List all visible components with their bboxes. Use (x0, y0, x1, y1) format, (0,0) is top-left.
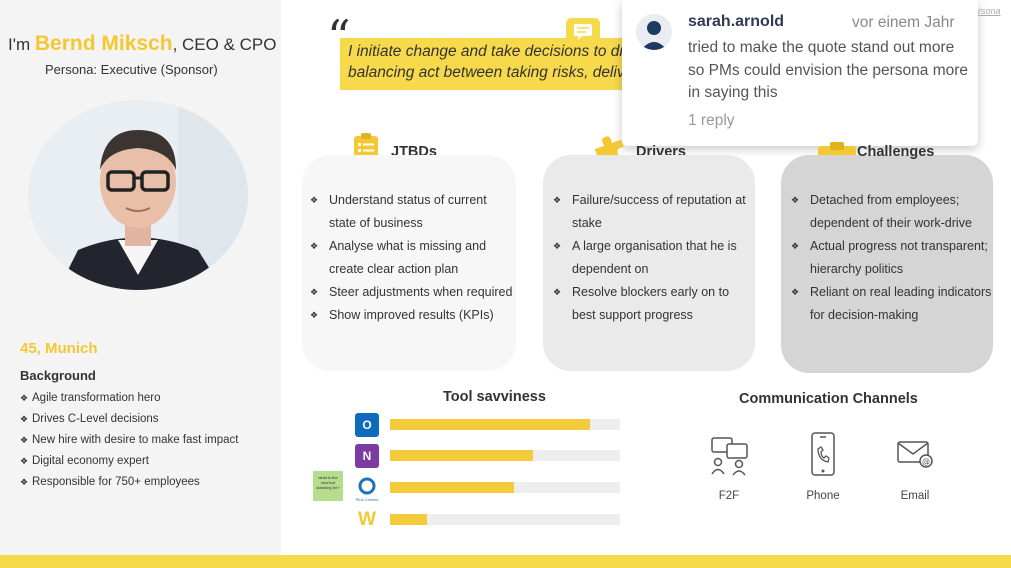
tool-bar-fill (390, 450, 533, 461)
list-item: ❖ A large organisation that he is depende… (553, 235, 755, 281)
tool-bar-fill (390, 482, 515, 493)
channel-label: F2F (718, 490, 740, 502)
jtbd-list: ❖ Understand status of current state of b… (310, 189, 516, 327)
corner-link[interactable]: rsona (978, 6, 1001, 16)
list-item: ❖ New hire with desire to make fast impac… (20, 434, 239, 446)
diamond-bullet-icon: ❖ (20, 456, 29, 466)
tool-bar-track (390, 450, 620, 461)
user-avatar-icon (636, 14, 672, 50)
list-item: ❖ Reliant on real leading indicators for … (791, 281, 993, 327)
channel-label: Phone (806, 490, 840, 502)
jtbd-card: ❖ Understand status of current state of b… (302, 155, 516, 371)
list-item: ❖ Digital economy expert (20, 455, 149, 467)
persona-subtitle: Persona: Executive (Sponsor) (45, 62, 218, 77)
comment-icon (574, 24, 592, 40)
background-title: Background (20, 368, 96, 383)
persona-name: Bernd Miksch (34, 32, 173, 55)
outlook-icon: O (355, 413, 379, 437)
comment-marker-button[interactable] (566, 18, 600, 46)
drivers-list: ❖ Failure/success of reputation at stake … (553, 189, 755, 327)
persona-quote: I initiate change and take decisions to … (340, 38, 640, 90)
drivers-card: ❖ Failure/success of reputation at stake … (543, 155, 755, 371)
diamond-bullet-icon: ❖ (553, 195, 562, 205)
persona-age-location: 45, Munich (20, 340, 98, 357)
comment-reply-link[interactable]: 1 reply (688, 112, 735, 129)
diamond-bullet-icon: ❖ (20, 414, 29, 424)
diamond-bullet-icon: ❖ (310, 287, 319, 297)
list-item: ❖ Detached from employees; dependent of t… (791, 189, 993, 235)
svg-text:@: @ (922, 457, 930, 466)
persona-panel: I'm Bernd Miksch, CEO & CPO Persona: Exe… (0, 0, 281, 555)
diamond-bullet-icon: ❖ (310, 310, 319, 320)
diamond-bullet-icon: ❖ (20, 477, 29, 487)
comment-text: tried to make the quote stand out more s… (688, 39, 969, 101)
footer-accent-bar (0, 555, 1011, 568)
communication-title: Communication Channels (739, 391, 918, 407)
tool-bar-track (390, 514, 620, 525)
sticky-note[interactable]: what is the shortcut standing for? (313, 471, 343, 501)
comment-username[interactable]: sarah.arnold (688, 13, 785, 30)
list-item: ❖ Actual progress not transparent; hierar… (791, 235, 993, 281)
persona-role: , CEO & CPO (172, 35, 277, 54)
tool-bar-track (390, 419, 620, 430)
diamond-bullet-icon: ❖ (20, 435, 29, 445)
diamond-bullet-icon: ❖ (310, 195, 319, 205)
persona-prefix: I'm (8, 35, 35, 54)
channel-email: @ Email (880, 432, 950, 502)
quote-line-2: balancing act between taking risks, deli… (348, 64, 625, 81)
tool-savviness-title: Tool savviness (443, 389, 546, 405)
list-item: ❖ Responsible for 750+ employees (20, 476, 200, 488)
channel-label: Email (900, 490, 930, 502)
diamond-bullet-icon: ❖ (791, 287, 800, 297)
channel-f2f: F2F (694, 432, 764, 502)
background-list: ❖ Agile transformation hero ❖ Drives C-Lev… (20, 390, 238, 495)
comment-timestamp: vor einem Jahr (852, 14, 955, 31)
phone-icon (811, 432, 835, 476)
circle-app-icon (355, 476, 379, 500)
list-item: ❖ Failure/success of reputation at stake (553, 189, 755, 235)
commenter-avatar (636, 14, 672, 50)
quote-line-1: I initiate change and take decisions to … (348, 43, 625, 60)
challenges-title: Challenges (857, 144, 935, 160)
diamond-bullet-icon: ❖ (553, 287, 562, 297)
tool-bar-track (390, 482, 620, 493)
list-item: ❖ Resolve blockers early on to best suppo… (553, 281, 755, 327)
persona-heading: I'm Bernd Miksch, CEO & CPO (8, 32, 276, 56)
list-item: ❖ Steer adjustments when required (310, 281, 516, 304)
miro-w-icon: W (358, 509, 376, 530)
email-icon: @ (897, 441, 933, 468)
channel-phone: Phone (788, 432, 858, 502)
challenges-card: ❖ Detached from employees; dependent of t… (781, 155, 993, 373)
diamond-bullet-icon: ❖ (20, 393, 29, 403)
tool-bar-fill (390, 514, 427, 525)
persona-avatar (28, 100, 248, 290)
list-item: ❖ Show improved results (KPIs) (310, 304, 516, 327)
challenges-list: ❖ Detached from employees; dependent of t… (791, 189, 993, 327)
comment-popup[interactable]: sarah.arnold vor einem Jahr tried to mak… (622, 0, 978, 146)
list-item: ❖ Drives C-Level decisions (20, 413, 159, 425)
f2f-meeting-icon (711, 437, 748, 476)
diamond-bullet-icon: ❖ (791, 241, 800, 251)
circle-app-caption: Plus Comms (355, 497, 379, 502)
onenote-icon: N (355, 444, 379, 468)
list-item: ❖ Understand status of current state of b… (310, 189, 516, 235)
persona-photo-icon (28, 100, 248, 290)
diamond-bullet-icon: ❖ (310, 241, 319, 251)
diamond-bullet-icon: ❖ (553, 241, 562, 251)
list-item: ❖ Analyse what is missing and create clea… (310, 235, 516, 281)
tool-bar-fill (390, 419, 591, 430)
list-item: ❖ Agile transformation hero (20, 392, 161, 404)
diamond-bullet-icon: ❖ (791, 195, 800, 205)
